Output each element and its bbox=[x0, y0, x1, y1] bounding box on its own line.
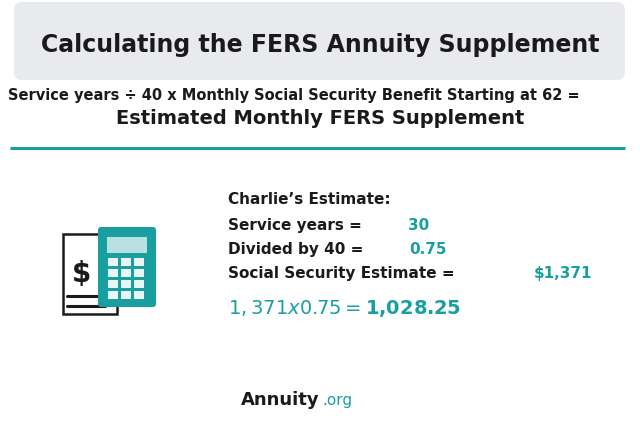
Text: Divided by 40 =: Divided by 40 = bbox=[228, 242, 369, 257]
Text: 0.75: 0.75 bbox=[410, 242, 447, 257]
FancyBboxPatch shape bbox=[134, 269, 144, 277]
Polygon shape bbox=[104, 234, 117, 247]
Text: Annuity: Annuity bbox=[241, 391, 320, 409]
FancyBboxPatch shape bbox=[98, 227, 156, 307]
FancyBboxPatch shape bbox=[121, 258, 131, 266]
Text: Estimated Monthly FERS Supplement: Estimated Monthly FERS Supplement bbox=[116, 108, 524, 128]
FancyBboxPatch shape bbox=[121, 291, 131, 299]
Text: $: $ bbox=[72, 260, 91, 288]
FancyBboxPatch shape bbox=[63, 234, 117, 314]
Text: .org: .org bbox=[322, 393, 352, 408]
FancyBboxPatch shape bbox=[134, 280, 144, 288]
FancyBboxPatch shape bbox=[108, 280, 118, 288]
Text: 30: 30 bbox=[408, 218, 429, 233]
FancyBboxPatch shape bbox=[107, 237, 147, 253]
Text: Service years =: Service years = bbox=[228, 218, 367, 233]
Text: $1,371: $1,371 bbox=[534, 266, 593, 281]
FancyBboxPatch shape bbox=[134, 291, 144, 299]
FancyBboxPatch shape bbox=[121, 280, 131, 288]
FancyBboxPatch shape bbox=[14, 2, 625, 80]
FancyBboxPatch shape bbox=[134, 258, 144, 266]
Text: Social Security Estimate =: Social Security Estimate = bbox=[228, 266, 465, 281]
Text: $1,371 x 0.75 = $1,028.25: $1,371 x 0.75 = $1,028.25 bbox=[228, 298, 461, 319]
Text: Service years ÷ 40 x Monthly Social Security Benefit Starting at 62 =: Service years ÷ 40 x Monthly Social Secu… bbox=[8, 88, 580, 102]
FancyBboxPatch shape bbox=[121, 269, 131, 277]
Text: Calculating the FERS Annuity Supplement: Calculating the FERS Annuity Supplement bbox=[41, 33, 599, 57]
FancyBboxPatch shape bbox=[108, 258, 118, 266]
FancyBboxPatch shape bbox=[108, 291, 118, 299]
FancyBboxPatch shape bbox=[108, 269, 118, 277]
Text: Charlie’s Estimate:: Charlie’s Estimate: bbox=[228, 192, 390, 207]
